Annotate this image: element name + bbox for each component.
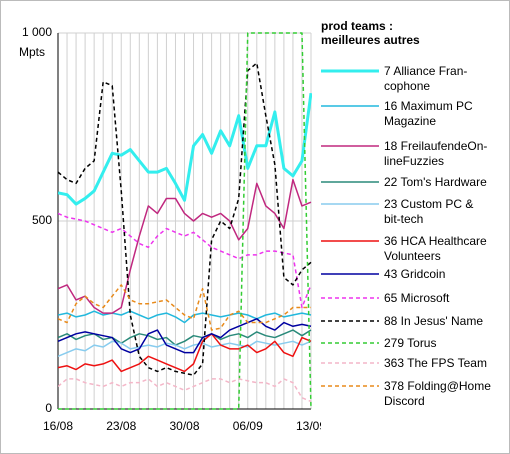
legend-label: 22 Tom's Hardware — [384, 175, 487, 189]
series-line — [58, 212, 312, 309]
series-line — [58, 310, 312, 324]
y-tick-label: 1 000 — [22, 25, 52, 39]
series-line — [58, 284, 311, 331]
legend-swatch — [321, 203, 379, 205]
legend-label: 7 Alliance Fran- cophone — [384, 64, 468, 93]
series-line — [58, 318, 312, 354]
legend-swatch — [321, 240, 379, 242]
series-line — [58, 333, 312, 373]
legend-label: 65 Microsoft — [384, 291, 450, 305]
x-tick-label: 06/09 — [233, 419, 263, 433]
legend-label: 36 HCA Healthcare Volunteers — [384, 234, 487, 263]
legend-swatch — [321, 342, 379, 344]
legend-swatch — [321, 320, 379, 322]
legend: prod teams : meilleures autres 7 Allianc… — [321, 19, 506, 408]
legend-swatch — [321, 145, 379, 147]
legend-title: prod teams : meilleures autres — [321, 19, 420, 47]
y-tick-label: 500 — [32, 213, 52, 227]
y-unit-label: Mpts — [19, 45, 45, 59]
x-tick-label: 16/08 — [43, 419, 73, 433]
x-tick-label: 23/08 — [106, 419, 136, 433]
series-line — [58, 32, 312, 410]
legend-label: 16 Maximum PC Magazine — [384, 99, 473, 128]
series-line — [58, 378, 312, 403]
legend-label: 43 Gridcoin — [384, 267, 446, 281]
legend-label: 18 FreilaufendeOn- lineFuzzies — [384, 139, 488, 168]
legend-swatch — [321, 297, 379, 299]
series-line — [58, 62, 312, 376]
legend-swatch — [321, 362, 379, 364]
x-tick-label: 30/08 — [169, 419, 199, 433]
chart: Mpts 0 500 1 000 16/08 23/08 30/08 06/09 13/09 — [19, 25, 321, 433]
legend-swatch — [321, 105, 379, 107]
y-tick-label: 0 — [45, 401, 52, 415]
legend-swatch — [321, 181, 379, 183]
series-line — [58, 340, 312, 358]
legend-label: 88 In Jesus' Name — [384, 314, 484, 328]
legend-label: 363 The FPS Team — [384, 356, 487, 370]
legend-swatch — [321, 69, 379, 73]
legend-swatch — [321, 385, 379, 387]
legend-swatch — [321, 273, 379, 275]
x-tick-label: 13/09 — [296, 419, 321, 433]
series-line — [58, 178, 312, 314]
series-line — [58, 329, 312, 346]
legend-label: 378 Folding@Home Discord — [384, 379, 491, 408]
legend-label: 23 Custom PC & bit-tech — [384, 197, 474, 226]
legend-label: 279 Torus — [384, 336, 437, 350]
plot-area — [58, 32, 312, 410]
